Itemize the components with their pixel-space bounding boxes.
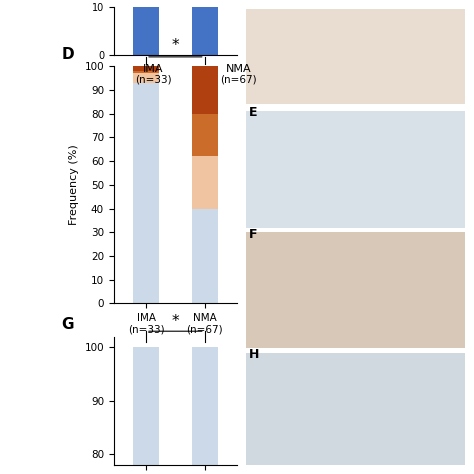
Text: (n=67): (n=67) — [220, 74, 256, 84]
Text: *: * — [172, 38, 179, 54]
Text: F: F — [249, 228, 257, 241]
Text: D: D — [62, 46, 74, 62]
Bar — [133, 83, 159, 303]
Text: IMA: IMA — [143, 64, 163, 74]
Bar — [191, 209, 218, 303]
Bar — [191, 114, 218, 156]
Text: G: G — [62, 317, 74, 332]
Bar — [191, 347, 218, 474]
Text: H: H — [249, 348, 259, 361]
Legend: 51-100%, 11-50%, 1-10%, 0%: 51-100%, 11-50%, 1-10%, 0% — [252, 151, 326, 219]
Text: (n=33): (n=33) — [135, 74, 171, 84]
Bar — [191, 7, 218, 55]
Bar — [133, 71, 159, 73]
Bar — [191, 66, 218, 114]
Bar — [133, 347, 159, 474]
Bar — [191, 156, 218, 209]
Y-axis label: Frequency (%): Frequency (%) — [69, 145, 79, 225]
Text: *: * — [172, 313, 179, 328]
Bar — [133, 73, 159, 83]
Bar — [133, 66, 159, 71]
Text: E: E — [249, 106, 257, 119]
Text: NMA: NMA — [226, 64, 251, 74]
Bar — [133, 7, 159, 55]
